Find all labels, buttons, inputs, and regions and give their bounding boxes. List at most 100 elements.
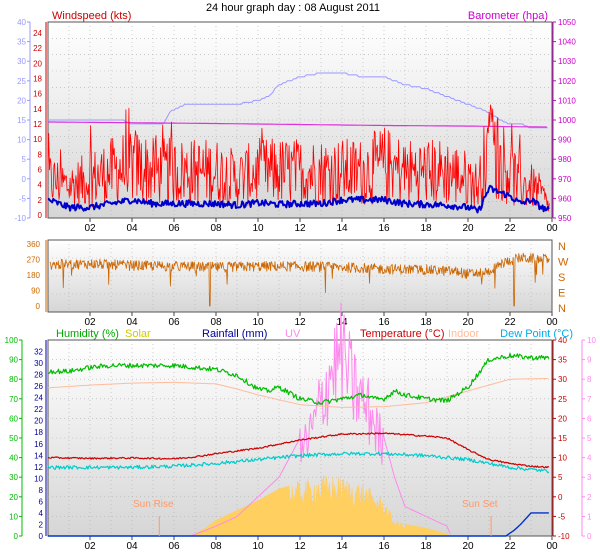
wind-outer-axis-label: 40: [17, 18, 26, 27]
temperature-axis-label: 35: [558, 356, 567, 365]
uv-line: [190, 302, 451, 537]
rainfall-axis-label: 10: [34, 474, 43, 483]
wind-barometer-panel: Windspeed (kts) Barometer (hpa) 02 04 06 08…: [14, 10, 576, 234]
rainfall-axis-label: 2: [39, 520, 44, 529]
x-tick-label: 22: [504, 317, 516, 328]
humidity-axis-label: 10: [9, 512, 18, 521]
temperature-label: Temperature (°C): [360, 328, 444, 340]
rainfall-axis-label: 28: [34, 371, 43, 380]
temperature-axis-label: 25: [558, 395, 567, 404]
sunrise-annotation: Sun Rise: [133, 499, 174, 510]
wind-outer-axis-label: 25: [17, 77, 26, 86]
temperature-axis-label: -10: [558, 532, 570, 541]
temp-series: [47, 302, 550, 537]
compass-label: E: [558, 288, 565, 300]
wind-inner-axis-label: 2: [38, 196, 43, 205]
uv-label: UV: [285, 328, 301, 340]
wind-inner-axis-label: 10: [33, 135, 42, 144]
barometer-axis-label: 950: [558, 214, 572, 223]
humidity-axis-label: 80: [9, 375, 18, 384]
rainfall-axis-label: 18: [34, 428, 43, 437]
uv-axis-label: 1: [587, 512, 592, 521]
x-tick-label: 00: [546, 223, 558, 234]
windspeed-label: Windspeed (kts): [52, 10, 131, 22]
rainfall-axis-label: 14: [34, 451, 43, 460]
x-tick-label: 08: [210, 223, 222, 234]
temperature-axis-label: 0: [558, 493, 563, 502]
x-tick-label: 06: [168, 541, 180, 552]
wind-axes: 02 04 06 08 10 12 14 16 18 20 22 00-10-505101520253…: [14, 18, 576, 234]
humidity-axis-label: 50: [9, 434, 18, 443]
barometer-axis-label: 990: [558, 136, 572, 145]
x-tick-label: 10: [252, 541, 264, 552]
barometer-axis-label: 1050: [558, 18, 576, 27]
compass-label: N: [558, 303, 566, 315]
direction-axis-label: 0: [36, 302, 41, 311]
rainfall-axis-label: 4: [39, 509, 44, 518]
rainfall-axis-label: 20: [34, 417, 43, 426]
x-tick-label: 16: [378, 223, 390, 234]
rainfall-axis-label: 26: [34, 382, 43, 391]
humidity-axis-label: 20: [9, 493, 18, 502]
humidity-line: [47, 352, 550, 405]
x-tick-label: 10: [252, 317, 264, 328]
x-tick-label: 06: [168, 223, 180, 234]
wind-inner-axis-label: 8: [38, 150, 43, 159]
x-tick-label: 12: [294, 317, 306, 328]
wind-outer-axis-label: 10: [17, 136, 26, 145]
chart-title: 24 hour graph day : 08 August 2011: [206, 2, 380, 14]
x-tick-label: 18: [420, 317, 432, 328]
temperature-axis-label: 20: [558, 414, 567, 423]
x-tick-label: 02: [84, 223, 96, 234]
wind-inner-axis-label: 20: [33, 59, 42, 68]
humidity-axis-label: 70: [9, 395, 18, 404]
solar-label: Solar: [125, 328, 151, 340]
x-tick-label: 14: [336, 223, 348, 234]
humidity-axis-label: 30: [9, 473, 18, 482]
rainfall-label: Rainfall (mm): [202, 328, 267, 340]
uv-axis-label: 0: [587, 532, 592, 541]
x-tick-label: 22: [504, 541, 516, 552]
x-tick-label: 20: [462, 223, 474, 234]
uv-axis-label: 7: [587, 395, 592, 404]
wind-outer-axis-label: -5: [19, 194, 27, 203]
wind-inner-axis-label: 16: [33, 90, 42, 99]
uv-axis-label: 3: [587, 473, 592, 482]
temp-humidity-panel: Humidity (%) Solar Rainfall (mm) UV Temp…: [5, 302, 597, 552]
x-tick-label: 10: [252, 223, 264, 234]
indoor-label: Indoor: [448, 328, 480, 340]
uv-axis-label: 9: [587, 356, 592, 365]
temperature-axis-label: 15: [558, 434, 567, 443]
windspeed-avg-line: [47, 184, 550, 214]
rainfall-axis-label: 32: [34, 348, 43, 357]
uv-axis-label: 2: [587, 493, 592, 502]
x-tick-label: 18: [420, 541, 432, 552]
temp-axes: 02 04 06 08 10 12 14 16 18 20 22 000102030405060708…: [5, 336, 597, 552]
barometer-label: Barometer (hpa): [468, 10, 548, 22]
direction-series: [49, 252, 550, 307]
x-tick-label: 14: [336, 317, 348, 328]
wind-outer-axis-label: 30: [17, 57, 26, 66]
x-tick-label: 22: [504, 223, 516, 234]
wind-series: [47, 72, 550, 214]
uv-axis-label: 8: [587, 375, 592, 384]
direction-axis-label: 90: [31, 287, 40, 296]
wind-outer-axis-label: -10: [14, 214, 26, 223]
x-tick-label: 16: [378, 317, 390, 328]
barometer-axis-label: 980: [558, 155, 572, 164]
wind-outer-axis-label: 15: [17, 116, 26, 125]
direction-axis-label: 360: [27, 240, 41, 249]
x-tick-label: 08: [210, 541, 222, 552]
rainfall-line: [48, 512, 549, 537]
rainfall-axis-label: 22: [34, 405, 43, 414]
wind-inner-axis-label: 14: [33, 105, 42, 114]
barometer-axis-label: 960: [558, 194, 572, 203]
x-tick-label: 16: [378, 541, 390, 552]
wind-inner-axis-label: 6: [38, 166, 43, 175]
wind-inner-axis-label: 22: [33, 44, 42, 53]
x-tick-label: 20: [462, 541, 474, 552]
direction-axis-label: 270: [27, 256, 41, 265]
x-tick-label: 18: [420, 223, 432, 234]
